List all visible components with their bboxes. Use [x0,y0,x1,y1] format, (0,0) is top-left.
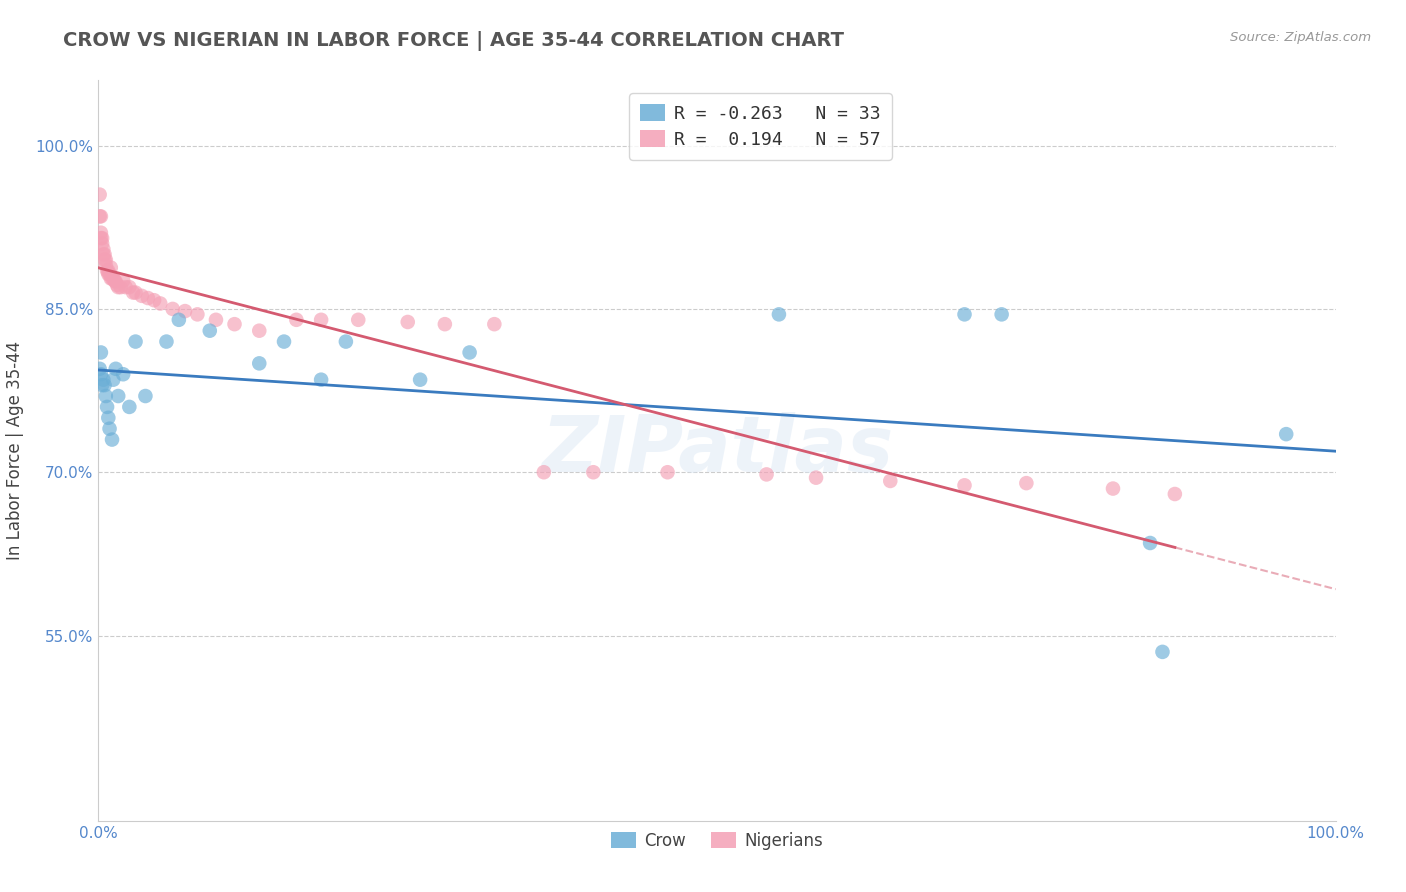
Point [1102,482,1125,496]
Point [90,226,112,240]
Point [93,247,115,261]
Point [94,252,117,267]
Point [112,368,135,382]
Point [97,410,120,425]
Point [186,307,208,321]
Point [533,465,555,479]
Point [755,467,778,482]
Legend: Crow, Nigerians: Crow, Nigerians [605,825,830,856]
Point [247,324,270,338]
Point [103,373,125,387]
Point [89,187,111,202]
Point [91,378,114,392]
Point [101,433,124,447]
Point [114,280,136,294]
Point [107,389,129,403]
Point [247,356,270,370]
Point [104,361,127,376]
Point [1164,487,1187,501]
Point [155,334,177,349]
Point [335,334,357,349]
Point [134,389,156,403]
Point [103,271,125,285]
Point [118,280,141,294]
Point [409,373,432,387]
Point [582,465,605,479]
Point [93,247,115,261]
Point [124,285,146,300]
Point [879,474,901,488]
Point [124,334,146,349]
Point [90,231,112,245]
Point [657,465,679,479]
Point [768,307,790,321]
Point [105,277,128,292]
Point [143,293,166,308]
Point [100,260,122,275]
Point [100,271,122,285]
Point [804,471,827,485]
Point [174,304,197,318]
Point [285,313,308,327]
Point [90,210,112,224]
Point [1152,645,1174,659]
Point [98,267,121,281]
Point [458,345,481,359]
Point [110,280,132,294]
Y-axis label: In Labor Force | Age 35-44: In Labor Force | Age 35-44 [7,341,24,560]
Point [89,361,111,376]
Point [97,267,120,281]
Point [122,285,145,300]
Point [98,422,121,436]
Point [990,307,1012,321]
Point [953,478,976,492]
Point [205,313,228,327]
Point [953,307,976,321]
Point [309,313,332,327]
Point [93,242,115,256]
Text: ZIPatlas: ZIPatlas [541,412,893,489]
Point [198,324,221,338]
Point [484,317,506,331]
Point [96,264,118,278]
Point [94,389,117,403]
Point [91,236,114,251]
Point [103,274,125,288]
Point [347,313,370,327]
Point [112,274,135,288]
Point [162,301,184,316]
Point [309,373,332,387]
Point [91,231,114,245]
Point [131,289,153,303]
Point [104,275,127,289]
Point [94,259,117,273]
Point [118,400,141,414]
Text: Source: ZipAtlas.com: Source: ZipAtlas.com [1230,31,1371,45]
Point [90,345,112,359]
Point [107,280,129,294]
Point [97,264,120,278]
Point [90,368,112,382]
Text: CROW VS NIGERIAN IN LABOR FORCE | AGE 35-44 CORRELATION CHART: CROW VS NIGERIAN IN LABOR FORCE | AGE 35… [63,31,844,51]
Point [224,317,246,331]
Point [1139,536,1161,550]
Point [167,313,190,327]
Point [89,210,111,224]
Point [93,252,115,267]
Point [273,334,295,349]
Point [396,315,419,329]
Point [93,373,115,387]
Point [93,378,115,392]
Point [96,400,118,414]
Point [1015,476,1038,491]
Point [149,296,172,310]
Point [433,317,456,331]
Point [136,291,159,305]
Point [1275,427,1298,442]
Point [101,271,124,285]
